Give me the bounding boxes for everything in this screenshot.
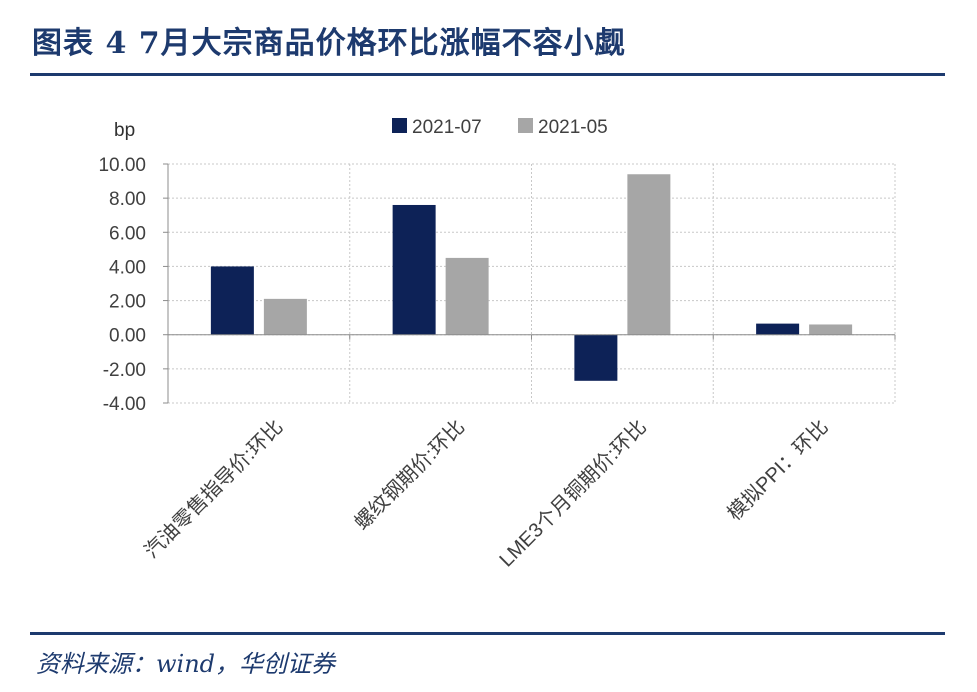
legend-label-2021-07: 2021-07 [412, 117, 482, 138]
title-rule [30, 73, 945, 76]
y-tick-label: 0.00 [109, 326, 146, 347]
footer-rule [30, 632, 945, 635]
x-category-label: LME3个月铜期价:环比 [495, 415, 651, 571]
legend-swatch-2021-07 [392, 118, 407, 133]
bar-2021-07-3 [756, 323, 800, 335]
y-tick-label: 4.00 [109, 257, 146, 278]
gridlines [168, 163, 896, 404]
page-title: 图表 4 7月大宗商品价格环比涨幅不容小觑 [32, 26, 626, 61]
legend-label-2021-05: 2021-05 [538, 117, 608, 138]
x-category-label: 模拟PPI：环比 [723, 415, 833, 525]
bar-2021-07-0 [210, 266, 254, 335]
y-tick-label: 8.00 [109, 189, 146, 210]
bar-chart: -4.00 -2.00 0.00 2.00 4.00 6.00 8.00 10.00 bp 汽油零… [98, 117, 896, 571]
legend-swatch-2021-05 [518, 118, 533, 133]
axes: -4.00 -2.00 0.00 2.00 4.00 6.00 8.00 10.00 bp 汽油零… [98, 120, 896, 571]
legend: 2021-07 2021-05 [392, 117, 608, 138]
bar-2021-07-2 [574, 334, 618, 381]
bar-2021-07-1 [392, 204, 436, 335]
x-category-label: 螺纹钢期价:环比 [350, 415, 469, 534]
y-tick-label: 6.00 [109, 223, 146, 244]
bar-2021-05-2 [627, 174, 671, 335]
y-axis-unit: bp [114, 120, 135, 141]
y-tick-label: -2.00 [103, 360, 146, 381]
source-note: 资料来源：wind，华创证券 [36, 650, 336, 678]
bars [210, 174, 853, 381]
y-tick-label: 2.00 [109, 292, 146, 313]
bar-2021-05-3 [809, 324, 853, 335]
bar-2021-05-1 [445, 257, 489, 335]
x-category-label: 汽油零售指导价:环比 [140, 415, 287, 562]
y-tick-label: -4.00 [103, 394, 146, 415]
bar-2021-05-0 [263, 298, 307, 335]
y-tick-label: 10.00 [98, 155, 146, 176]
